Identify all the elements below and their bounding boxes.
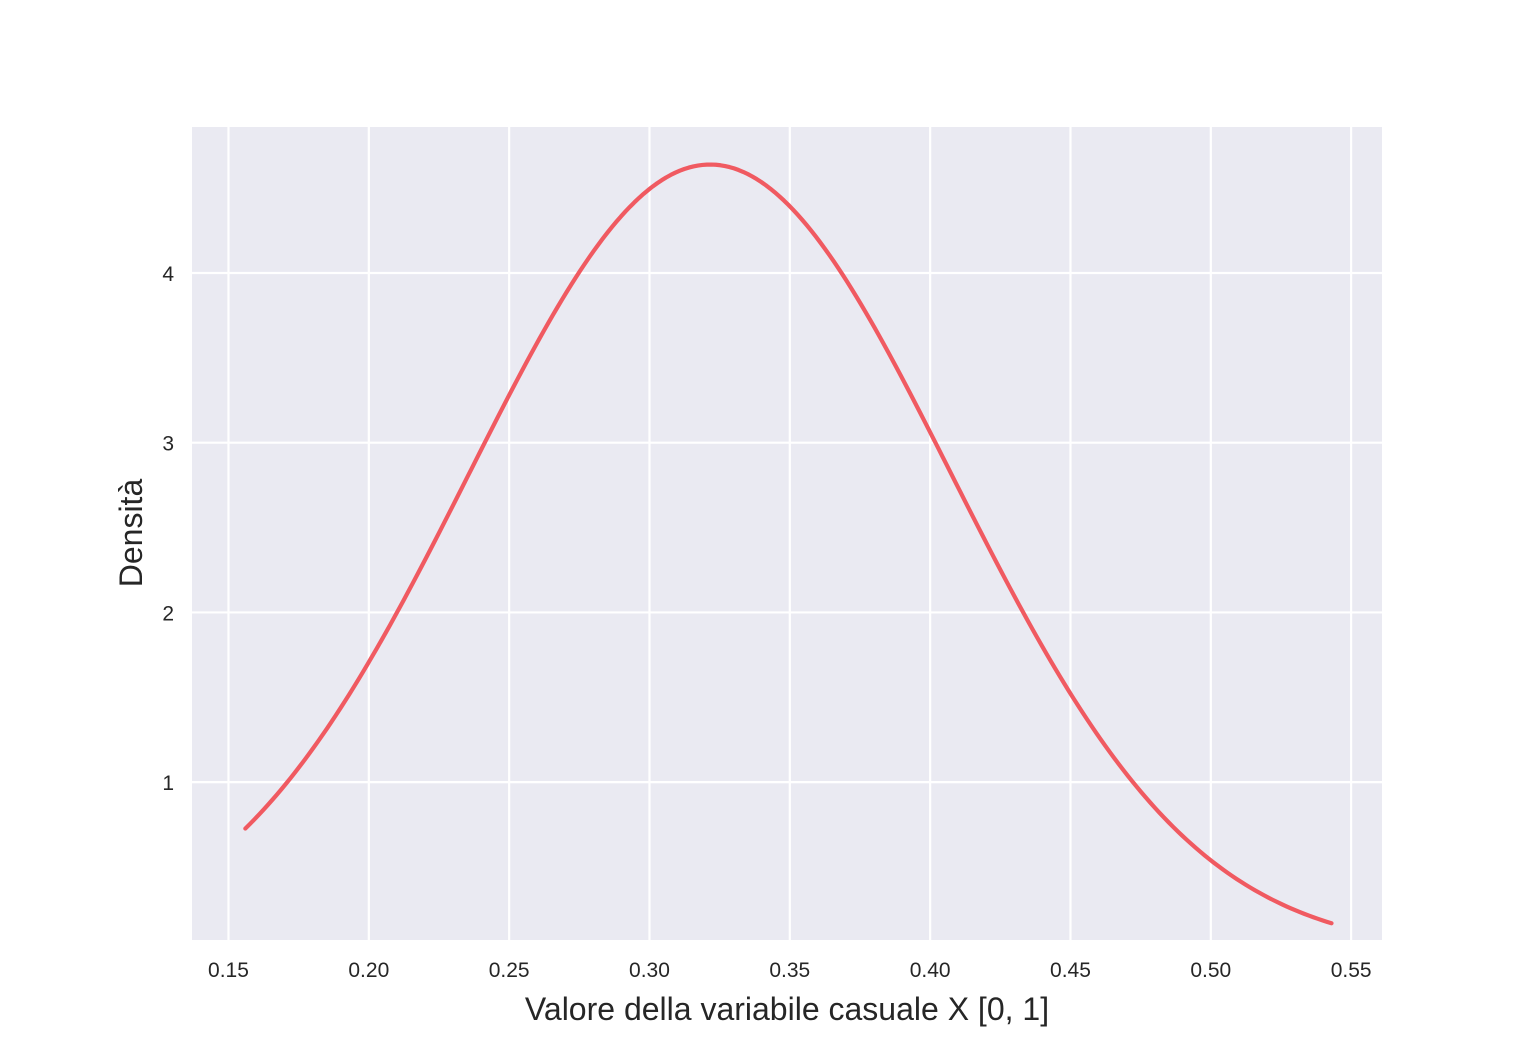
x-tick-label: 0.25	[489, 959, 530, 982]
x-tick-label: 0.30	[629, 959, 670, 982]
x-tick-label: 0.15	[208, 959, 249, 982]
y-tick-label: 3	[162, 433, 174, 456]
y-gridlines	[192, 271, 1382, 784]
x-tick-label: 0.20	[348, 959, 389, 982]
x-gridlines	[227, 127, 1353, 940]
x-tick-label: 0.55	[1331, 959, 1372, 982]
density-curve	[243, 162, 1334, 926]
series-layer	[243, 162, 1334, 926]
x-tick-label: 0.45	[1050, 959, 1091, 982]
x-tick-labels: 0.15 0.20 0.25 0.30 0.35 0.40 0.45 0.50 0.55	[208, 959, 1372, 982]
y-tick-label: 1	[162, 772, 174, 795]
plot-area	[192, 127, 1382, 940]
y-tick-labels: 1 2 3 4	[162, 263, 174, 795]
x-axis-title: Valore della variabile casuale X [0, 1]	[525, 991, 1049, 1027]
x-tick-label: 0.40	[910, 959, 951, 982]
y-tick-label: 4	[162, 263, 174, 286]
y-tick-label: 2	[162, 602, 174, 625]
x-tick-label: 0.50	[1190, 959, 1231, 982]
x-tick-label: 0.35	[769, 959, 810, 982]
y-axis-title: Densità	[113, 479, 149, 588]
